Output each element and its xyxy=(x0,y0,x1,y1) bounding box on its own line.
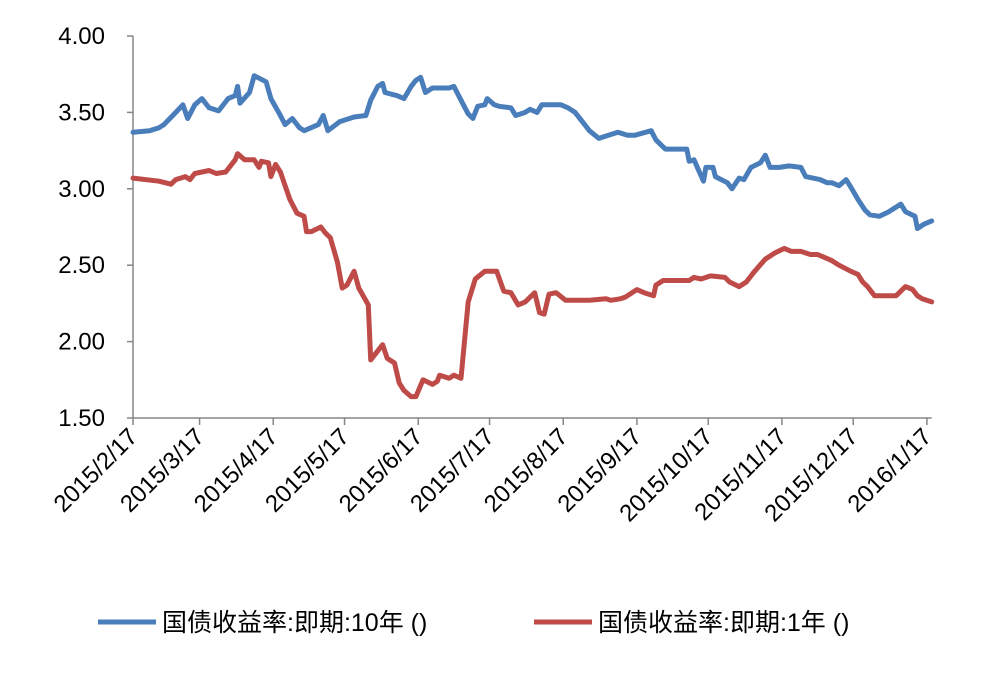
legend: 国债收益率:即期:10年 () 国债收益率:即期:1年 () xyxy=(98,609,849,637)
y-tick-label: 1.50 xyxy=(58,405,105,432)
y-tick-label: 2.50 xyxy=(58,252,105,279)
y-tick-label: 4.00 xyxy=(58,23,105,50)
axes: 1.502.002.503.003.504.002015/2/172015/3/… xyxy=(49,23,938,527)
y-tick-label: 3.50 xyxy=(58,99,105,126)
legend-label-1y: 国债收益率:即期:1年 () xyxy=(598,609,849,637)
series-line-10y xyxy=(130,73,935,231)
y-tick-label: 2.00 xyxy=(58,329,105,356)
y-tick-label: 3.00 xyxy=(58,176,105,203)
series-lines xyxy=(130,73,935,400)
series-line-1y xyxy=(130,151,935,400)
legend-label-10y: 国债收益率:即期:10年 () xyxy=(162,609,427,637)
